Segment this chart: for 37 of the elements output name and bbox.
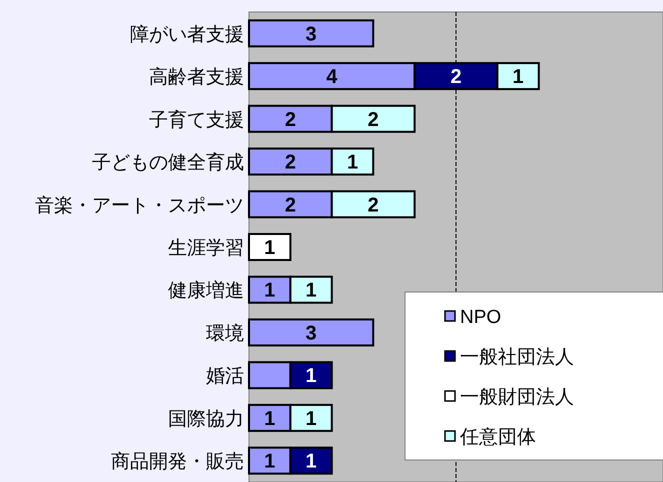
y-tick-label: 生涯学習 bbox=[168, 238, 244, 259]
data-label: 1 bbox=[264, 280, 276, 302]
y-tick-label: 商品開発・販売 bbox=[111, 450, 244, 473]
data-label: 4 bbox=[326, 66, 338, 88]
bar bbox=[248, 233, 292, 261]
legend-label: 一般財団法人 bbox=[460, 387, 574, 408]
y-tick-label: 国際協力 bbox=[168, 408, 244, 430]
data-label: 1 bbox=[264, 408, 276, 430]
y-tick-label: 子育て支援 bbox=[149, 108, 244, 131]
y-tick-label: 健康増進 bbox=[168, 280, 244, 302]
y-tick-label: 高齢者支援 bbox=[149, 66, 244, 88]
data-label: 2 bbox=[284, 152, 296, 174]
y-tick-label: 障がい者支援 bbox=[130, 24, 244, 46]
y-tick-label: 婚活 bbox=[206, 366, 244, 388]
data-label: 3 bbox=[306, 23, 317, 46]
data-label: 2 bbox=[368, 194, 379, 216]
legend-label: NPO bbox=[460, 307, 502, 328]
data-label: 2 bbox=[284, 108, 296, 131]
y-tick-label: 子どもの健全育成 bbox=[92, 152, 244, 174]
data-label: 1 bbox=[306, 280, 317, 302]
data-label: 1 bbox=[264, 450, 276, 473]
bar bbox=[248, 19, 374, 48]
legend-label: 一般社団法人 bbox=[460, 347, 574, 368]
data-label: 1 bbox=[306, 450, 317, 473]
data-label: 2 bbox=[284, 194, 296, 216]
legend-label: 任意団体 bbox=[459, 427, 536, 448]
bar bbox=[248, 318, 374, 346]
data-label: 1 bbox=[264, 237, 276, 259]
y-tick-label: 音楽・アート・スポーツ bbox=[35, 194, 244, 216]
data-label: 1 bbox=[306, 365, 317, 388]
data-label: 3 bbox=[306, 322, 317, 344]
data-label: 2 bbox=[368, 108, 379, 131]
data-label: 1 bbox=[512, 66, 524, 88]
data-label: 1 bbox=[306, 408, 317, 430]
y-tick-label: 環境 bbox=[206, 322, 244, 344]
data-label: 1 bbox=[346, 152, 358, 174]
data-label: 2 bbox=[450, 66, 462, 88]
